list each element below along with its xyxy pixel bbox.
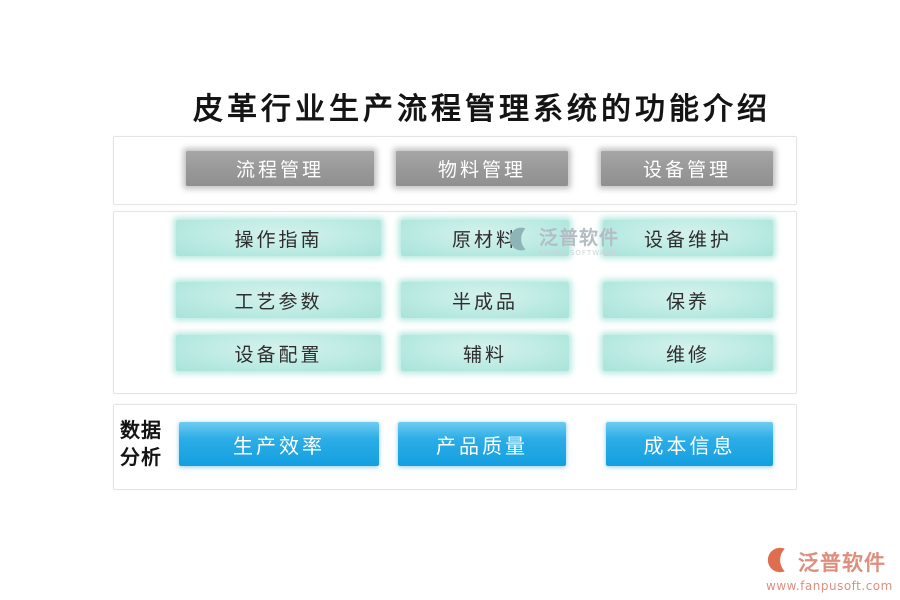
submodule-upkeep[interactable]: 保养 xyxy=(603,282,773,318)
submodule-auxiliary-materials[interactable]: 辅料 xyxy=(401,335,569,371)
watermark-brand-text: 泛普软件 xyxy=(798,551,886,575)
module-equipment-management[interactable]: 设备管理 xyxy=(601,151,773,186)
module-process-management[interactable]: 流程管理 xyxy=(186,151,374,186)
data-analysis-panel: 数据分析 生产效率 产品质量 成本信息 xyxy=(113,404,797,490)
submodule-equipment-maintenance[interactable]: 设备维护 xyxy=(603,220,773,256)
top-modules-panel: 流程管理 物料管理 设备管理 xyxy=(113,136,797,205)
sub-modules-panel: 操作指南 工艺参数 设备配置 原材料 半成品 辅料 设备维护 保养 维修 xyxy=(113,211,797,394)
submodule-repair[interactable]: 维修 xyxy=(603,335,773,371)
analysis-production-efficiency[interactable]: 生产效率 xyxy=(179,422,379,466)
module-material-management[interactable]: 物料管理 xyxy=(396,151,568,186)
page-title: 皮革行业生产流程管理系统的功能介绍 xyxy=(193,92,771,127)
watermark-url: www.fanpusoft.com xyxy=(766,579,893,593)
analysis-product-quality[interactable]: 产品质量 xyxy=(398,422,566,466)
submodule-equipment-configuration[interactable]: 设备配置 xyxy=(176,335,381,371)
data-analysis-label: 数据分析 xyxy=(120,418,162,469)
submodule-process-parameters[interactable]: 工艺参数 xyxy=(176,282,381,318)
submodule-operation-guide[interactable]: 操作指南 xyxy=(176,220,381,256)
submodule-raw-materials[interactable]: 原材料 xyxy=(401,220,569,256)
submodule-semi-finished[interactable]: 半成品 xyxy=(401,282,569,318)
watermark-corner: 泛普软件 www.fanpusoft.com xyxy=(766,545,892,593)
fanpu-logo-icon xyxy=(766,545,796,579)
analysis-cost-information[interactable]: 成本信息 xyxy=(606,422,773,466)
